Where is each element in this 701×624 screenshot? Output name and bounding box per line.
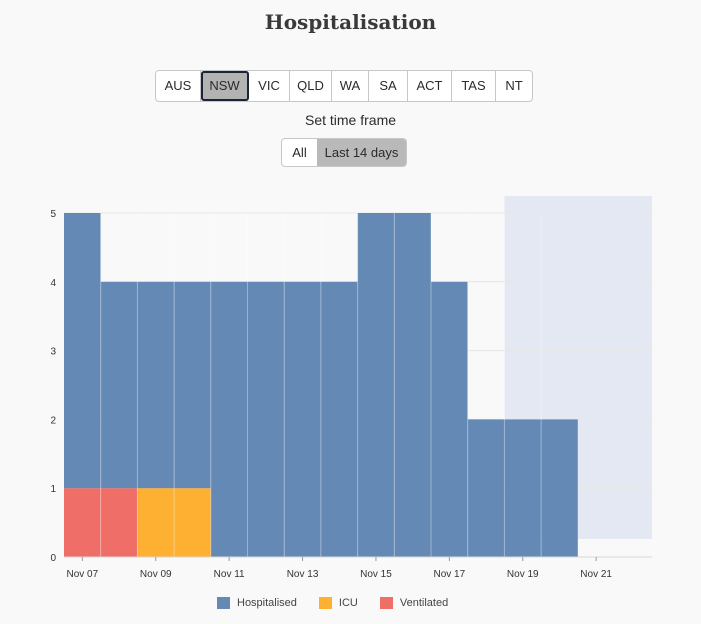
legend-item-ventilated[interactable]: Ventilated (379, 597, 449, 609)
bar-hospitalised (467, 419, 505, 557)
region-button-aus[interactable]: AUS (156, 71, 201, 101)
legend-label: Hospitalised (237, 597, 297, 609)
bar-hospitalised (284, 281, 321, 557)
legend-swatch (318, 597, 332, 609)
bar-icu (174, 488, 211, 557)
bar-hospitalised (541, 419, 578, 557)
region-button-tas[interactable]: TAS (452, 71, 496, 101)
x-tick-label: Nov 13 (287, 569, 319, 580)
bar-hospitalised (174, 281, 211, 489)
y-tick-label: 5 (50, 209, 56, 220)
legend-label: ICU (338, 597, 358, 609)
y-tick-label: 3 (50, 347, 56, 358)
bar-icu (137, 488, 175, 557)
x-tick-label: Nov 21 (580, 569, 612, 580)
y-tick-label: 0 (50, 553, 56, 564)
bar-ventilated (64, 488, 101, 557)
x-tick-label: Nov 09 (140, 569, 172, 580)
legend-swatch (217, 597, 230, 609)
region-button-nt[interactable]: NT (505, 78, 523, 93)
region-button-qld[interactable]: QLD (290, 71, 332, 101)
bar-hospitalised (64, 213, 101, 489)
x-tick-label: Nov 19 (507, 569, 539, 580)
legend-swatch (379, 597, 393, 609)
legend-label: Ventilated (399, 597, 449, 609)
timeframe-button-last-14-days[interactable]: Last 14 days (317, 139, 406, 166)
y-tick-label: 4 (50, 278, 56, 289)
timeframe-label: Set time frame (304, 112, 397, 128)
bar-hospitalised (394, 213, 431, 557)
timeframe-selector: All Last 14 days (281, 138, 407, 167)
bar-hospitalised (210, 281, 248, 557)
region-selector: AUS NSW VIC QLD WA SA ACT TAS NT (155, 70, 533, 102)
region-button-vic[interactable]: VIC (249, 71, 290, 101)
x-tick-label: Nov 17 (434, 569, 466, 580)
page-title: Hospitalisation (264, 10, 437, 34)
bar-hospitalised (320, 281, 358, 557)
bar-hospitalised (100, 281, 138, 489)
chart-legend: Hospitalised ICU Ventilated (217, 597, 448, 609)
x-tick-label: Nov 07 (67, 569, 99, 580)
legend-item-icu[interactable]: ICU (318, 597, 358, 609)
x-tick-label: Nov 15 (360, 569, 392, 580)
timeframe-button-all[interactable]: All (292, 145, 307, 160)
bar-hospitalised (504, 419, 542, 557)
y-tick-label: 2 (50, 415, 56, 426)
region-button-wa[interactable]: WA (332, 71, 369, 101)
bar-hospitalised (247, 281, 285, 557)
bar-hospitalised (431, 281, 468, 557)
region-button-act[interactable]: ACT (408, 71, 452, 101)
bar-ventilated (100, 488, 138, 557)
region-button-sa[interactable]: SA (369, 71, 408, 101)
bar-hospitalised (137, 281, 175, 489)
legend-item-hospitalised[interactable]: Hospitalised (217, 597, 297, 609)
x-tick-label: Nov 11 (214, 569, 245, 580)
region-button-nsw[interactable]: NSW (201, 71, 249, 101)
bar-hospitalised (357, 213, 395, 557)
y-tick-label: 1 (50, 484, 56, 495)
